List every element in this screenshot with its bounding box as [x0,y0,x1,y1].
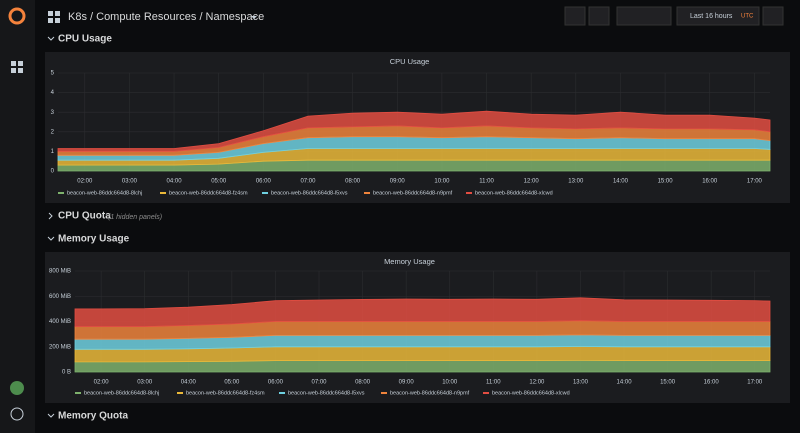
x-tick-label: 09:00 [399,380,415,386]
row-note: (1 hidden panels) [108,214,162,221]
y-tick-label: 200 MiB [49,344,71,350]
row-chevron [47,236,55,241]
x-tick-label: 13:00 [568,179,584,185]
x-tick-label: 08:00 [345,179,361,185]
y-tick-label: 0 [51,169,55,175]
y-tick-label: 5 [51,71,55,77]
x-tick-label: 15:00 [660,380,676,386]
x-tick-label: 16:00 [704,380,720,386]
x-tick-label: 09:00 [390,179,406,185]
dashboard-title[interactable]: K8s / Compute Resources / Namespace [68,11,264,23]
x-tick-label: 05:00 [224,380,240,386]
legend-label: beacon-web-86ddc664d8-n9pmf [373,190,453,196]
row-title[interactable]: CPU Quota [58,211,111,222]
x-tick-label: 17:00 [747,179,763,185]
row-chevron [47,36,55,41]
x-tick-label: 14:00 [613,179,629,185]
sidebar [0,0,35,433]
x-tick-label: 14:00 [617,380,633,386]
row-title[interactable]: Memory Usage [58,234,130,245]
x-tick-label: 06:00 [256,179,272,185]
toolbar [564,6,784,26]
user-avatar[interactable] [10,381,24,395]
y-tick-label: 800 MiB [49,269,71,275]
stacked-area [74,359,771,373]
x-tick-label: 11:00 [479,179,494,185]
x-tick-label: 12:00 [529,380,545,386]
y-tick-label: 4 [51,90,55,96]
legend-label: beacon-web-86ddc664d8-8lchj [67,190,142,196]
time-picker[interactable] [676,6,760,26]
x-tick-label: 02:00 [94,380,110,386]
timezone: UTC [741,14,754,20]
legend-label: beacon-web-86ddc664d8-fz4sm [169,190,248,196]
x-tick-label: 15:00 [658,179,674,185]
x-tick-label: 02:00 [77,179,93,185]
legend-label: beacon-web-86ddc664d8-l5xvs [288,390,365,396]
stacked-area [74,297,771,327]
legend-label: beacon-web-86ddc664d8-fz4sm [186,390,265,396]
panel-title: Memory Usage [384,257,435,266]
row-title[interactable]: CPU Usage [58,34,112,45]
refresh-button[interactable] [762,6,784,26]
x-tick-label: 07:00 [300,179,316,185]
x-tick-label: 12:00 [524,179,540,185]
grid-icon [48,11,60,23]
x-tick-label: 06:00 [268,380,284,386]
x-tick-label: 10:00 [434,179,450,185]
row-title[interactable]: Memory Quota [58,411,128,422]
panel-title: CPU Usage [390,57,430,66]
zoom-buttons[interactable] [616,6,672,26]
legend-label: beacon-web-86ddc664d8-xlcwd [475,190,553,196]
x-tick-label: 11:00 [486,380,501,386]
dashboards-icon[interactable] [11,61,23,73]
x-tick-label: 10:00 [442,380,458,386]
y-tick-label: 600 MiB [49,294,71,300]
legend-label: beacon-web-86ddc664d8-8lchj [84,390,159,396]
legend-label: beacon-web-86ddc664d8-l5xvs [271,190,348,196]
star-button[interactable] [564,6,586,26]
x-tick-label: 16:00 [702,179,718,185]
title-caret [251,16,257,19]
x-tick-label: 08:00 [355,380,371,386]
x-tick-label: 04:00 [167,179,183,185]
x-tick-label: 17:00 [747,380,763,386]
y-tick-label: 2 [51,129,55,135]
row-chevron [48,212,53,220]
x-tick-label: 03:00 [137,380,153,386]
legend-label: beacon-web-86ddc664d8-xlcwd [492,390,570,396]
y-tick-label: 3 [51,110,55,116]
stacked-area [57,110,771,152]
x-tick-label: 04:00 [181,380,197,386]
y-tick-label: 1 [51,149,55,155]
help-icon[interactable] [10,407,24,421]
x-tick-label: 07:00 [312,380,328,386]
share-button[interactable] [588,6,610,26]
x-tick-label: 03:00 [122,179,138,185]
time-range[interactable]: Last 16 hours [690,13,733,20]
x-tick-label: 13:00 [573,380,589,386]
y-tick-label: 400 MiB [49,319,71,325]
row-chevron [47,413,55,418]
logo[interactable] [8,7,26,25]
x-tick-label: 05:00 [211,179,227,185]
y-tick-label: 0 B [62,370,71,376]
legend-label: beacon-web-86ddc664d8-n9pmf [390,390,470,396]
